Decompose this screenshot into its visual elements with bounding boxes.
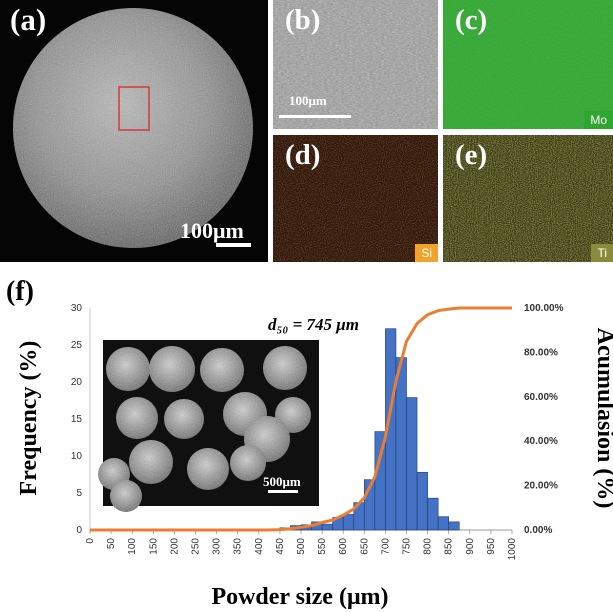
inset-particle-texture <box>116 397 158 439</box>
panel-e-ti-map: (e) Ti <box>443 135 613 262</box>
x-tick-label: 400 <box>254 538 265 555</box>
histogram-bar <box>448 521 460 531</box>
y2-tick-label: 60.00% <box>524 392 558 403</box>
inset-scale-text: 500μm <box>263 474 301 489</box>
zoom-region-box <box>118 86 150 131</box>
panel-c-element-tag: Mo <box>584 111 613 129</box>
x-axis-title: Powder size (μm) <box>211 584 388 610</box>
x-tick-label: 200 <box>169 538 180 555</box>
inset-particle-texture <box>149 346 195 392</box>
x-tick-label: 950 <box>486 538 497 555</box>
y-tick-label: 20 <box>71 377 83 388</box>
y2-tick-label: 80.00% <box>524 347 558 358</box>
panel-a-label: (a) <box>10 2 47 37</box>
panel-d-element-tag: Si <box>415 244 438 262</box>
x-tick-label: 0 <box>85 538 96 544</box>
inset-particles-image: 500μm <box>98 340 319 512</box>
x-tick-label: 650 <box>359 538 370 555</box>
y-tick-label: 10 <box>71 451 83 462</box>
x-tick-label: 150 <box>148 538 159 555</box>
y-tick-label: 0 <box>76 525 82 536</box>
x-tick-label: 800 <box>423 538 434 555</box>
panel-b-label: (b) <box>285 4 321 36</box>
x-tick-label: 350 <box>233 538 244 555</box>
x-tick-label: 750 <box>402 538 413 555</box>
panel-d-si-map: (d) Si <box>273 135 438 262</box>
y-axis-title: Frequency (%) <box>16 341 42 496</box>
inset-particle-texture <box>110 480 142 512</box>
x-tick-label: 900 <box>465 538 476 555</box>
inset-particle-texture <box>187 448 229 490</box>
x-tick-label: 450 <box>275 538 286 555</box>
x-tick-label: 250 <box>191 538 202 555</box>
histogram-bar <box>342 514 355 531</box>
y2-tick-label: 20.00% <box>524 481 558 492</box>
panel-d-texture <box>273 135 438 262</box>
x-tick-label: 500 <box>296 538 307 555</box>
panel-b-scale-bar <box>279 115 351 118</box>
panel-b-sem-zoom: (b) 100μm <box>273 0 438 129</box>
cumulative-line <box>90 306 512 532</box>
panel-e-element-tag: Ti <box>591 244 613 262</box>
histogram-bar <box>416 471 428 531</box>
y-tick-label: 15 <box>71 414 83 425</box>
y-tick-label: 25 <box>71 340 83 351</box>
x-tick-label: 100 <box>127 538 138 555</box>
inset-particle-texture <box>106 347 150 391</box>
x-tick-label: 700 <box>380 538 391 555</box>
panel-c-texture <box>443 0 613 129</box>
panel-a-sem-image: (a) 100μm <box>0 0 268 262</box>
histogram-bar <box>437 516 449 531</box>
x-tick-label: 300 <box>212 538 223 555</box>
inset-particle-texture <box>129 440 173 484</box>
y2-tick-label: 40.00% <box>524 436 558 447</box>
histogram-bar <box>427 497 439 531</box>
panel-d-label: (d) <box>285 139 321 171</box>
panel-e-label: (e) <box>455 139 488 171</box>
inset-scale-bar <box>268 490 298 493</box>
x-tick-label: 1000 <box>507 538 518 561</box>
panel-a-scale-text: 100μm <box>180 218 244 243</box>
panel-a-scale-bar <box>216 243 251 247</box>
d50-annotation: d₅₀ = 745 μm <box>268 315 359 334</box>
panel-c-mo-map: (c) Mo <box>443 0 613 129</box>
histogram-bar <box>395 357 407 531</box>
y-tick-label: 30 <box>71 303 83 314</box>
panel-b-texture <box>273 0 438 129</box>
y2-axis-title: Acumulasion (%) <box>592 328 613 509</box>
y2-tick-label: 0.00% <box>524 525 552 536</box>
histogram-bar <box>406 397 418 531</box>
plot-area: 0 5 10 15 20 25 30 0.00% 20.00% 40.00% 60.00% 80.00… <box>71 303 564 560</box>
x-tick-label: 600 <box>338 538 349 555</box>
inset-particle-texture <box>164 399 204 439</box>
inset-particle-texture <box>263 346 307 390</box>
panel-c-label: (c) <box>455 4 488 36</box>
inset-particle-texture <box>230 445 266 481</box>
y2-tick-label: 100.00% <box>524 303 564 314</box>
x-tick-label: 550 <box>317 538 328 555</box>
y-tick-label: 5 <box>76 488 82 499</box>
x-tick-label: 850 <box>444 538 455 555</box>
panel-f-histogram-chart: (f) 0 5 10 15 20 25 30 0.00% 20.00% 40.00% 60.00% 8… <box>6 276 613 610</box>
panel-e-texture <box>443 135 613 262</box>
inset-particle-texture <box>200 348 244 392</box>
panel-b-scale-text: 100μm <box>289 93 327 108</box>
panel-f-label: (f) <box>6 276 34 307</box>
histogram-bar <box>321 523 333 531</box>
sphere-particle-image <box>13 8 253 248</box>
x-tick-label: 50 <box>106 538 117 550</box>
